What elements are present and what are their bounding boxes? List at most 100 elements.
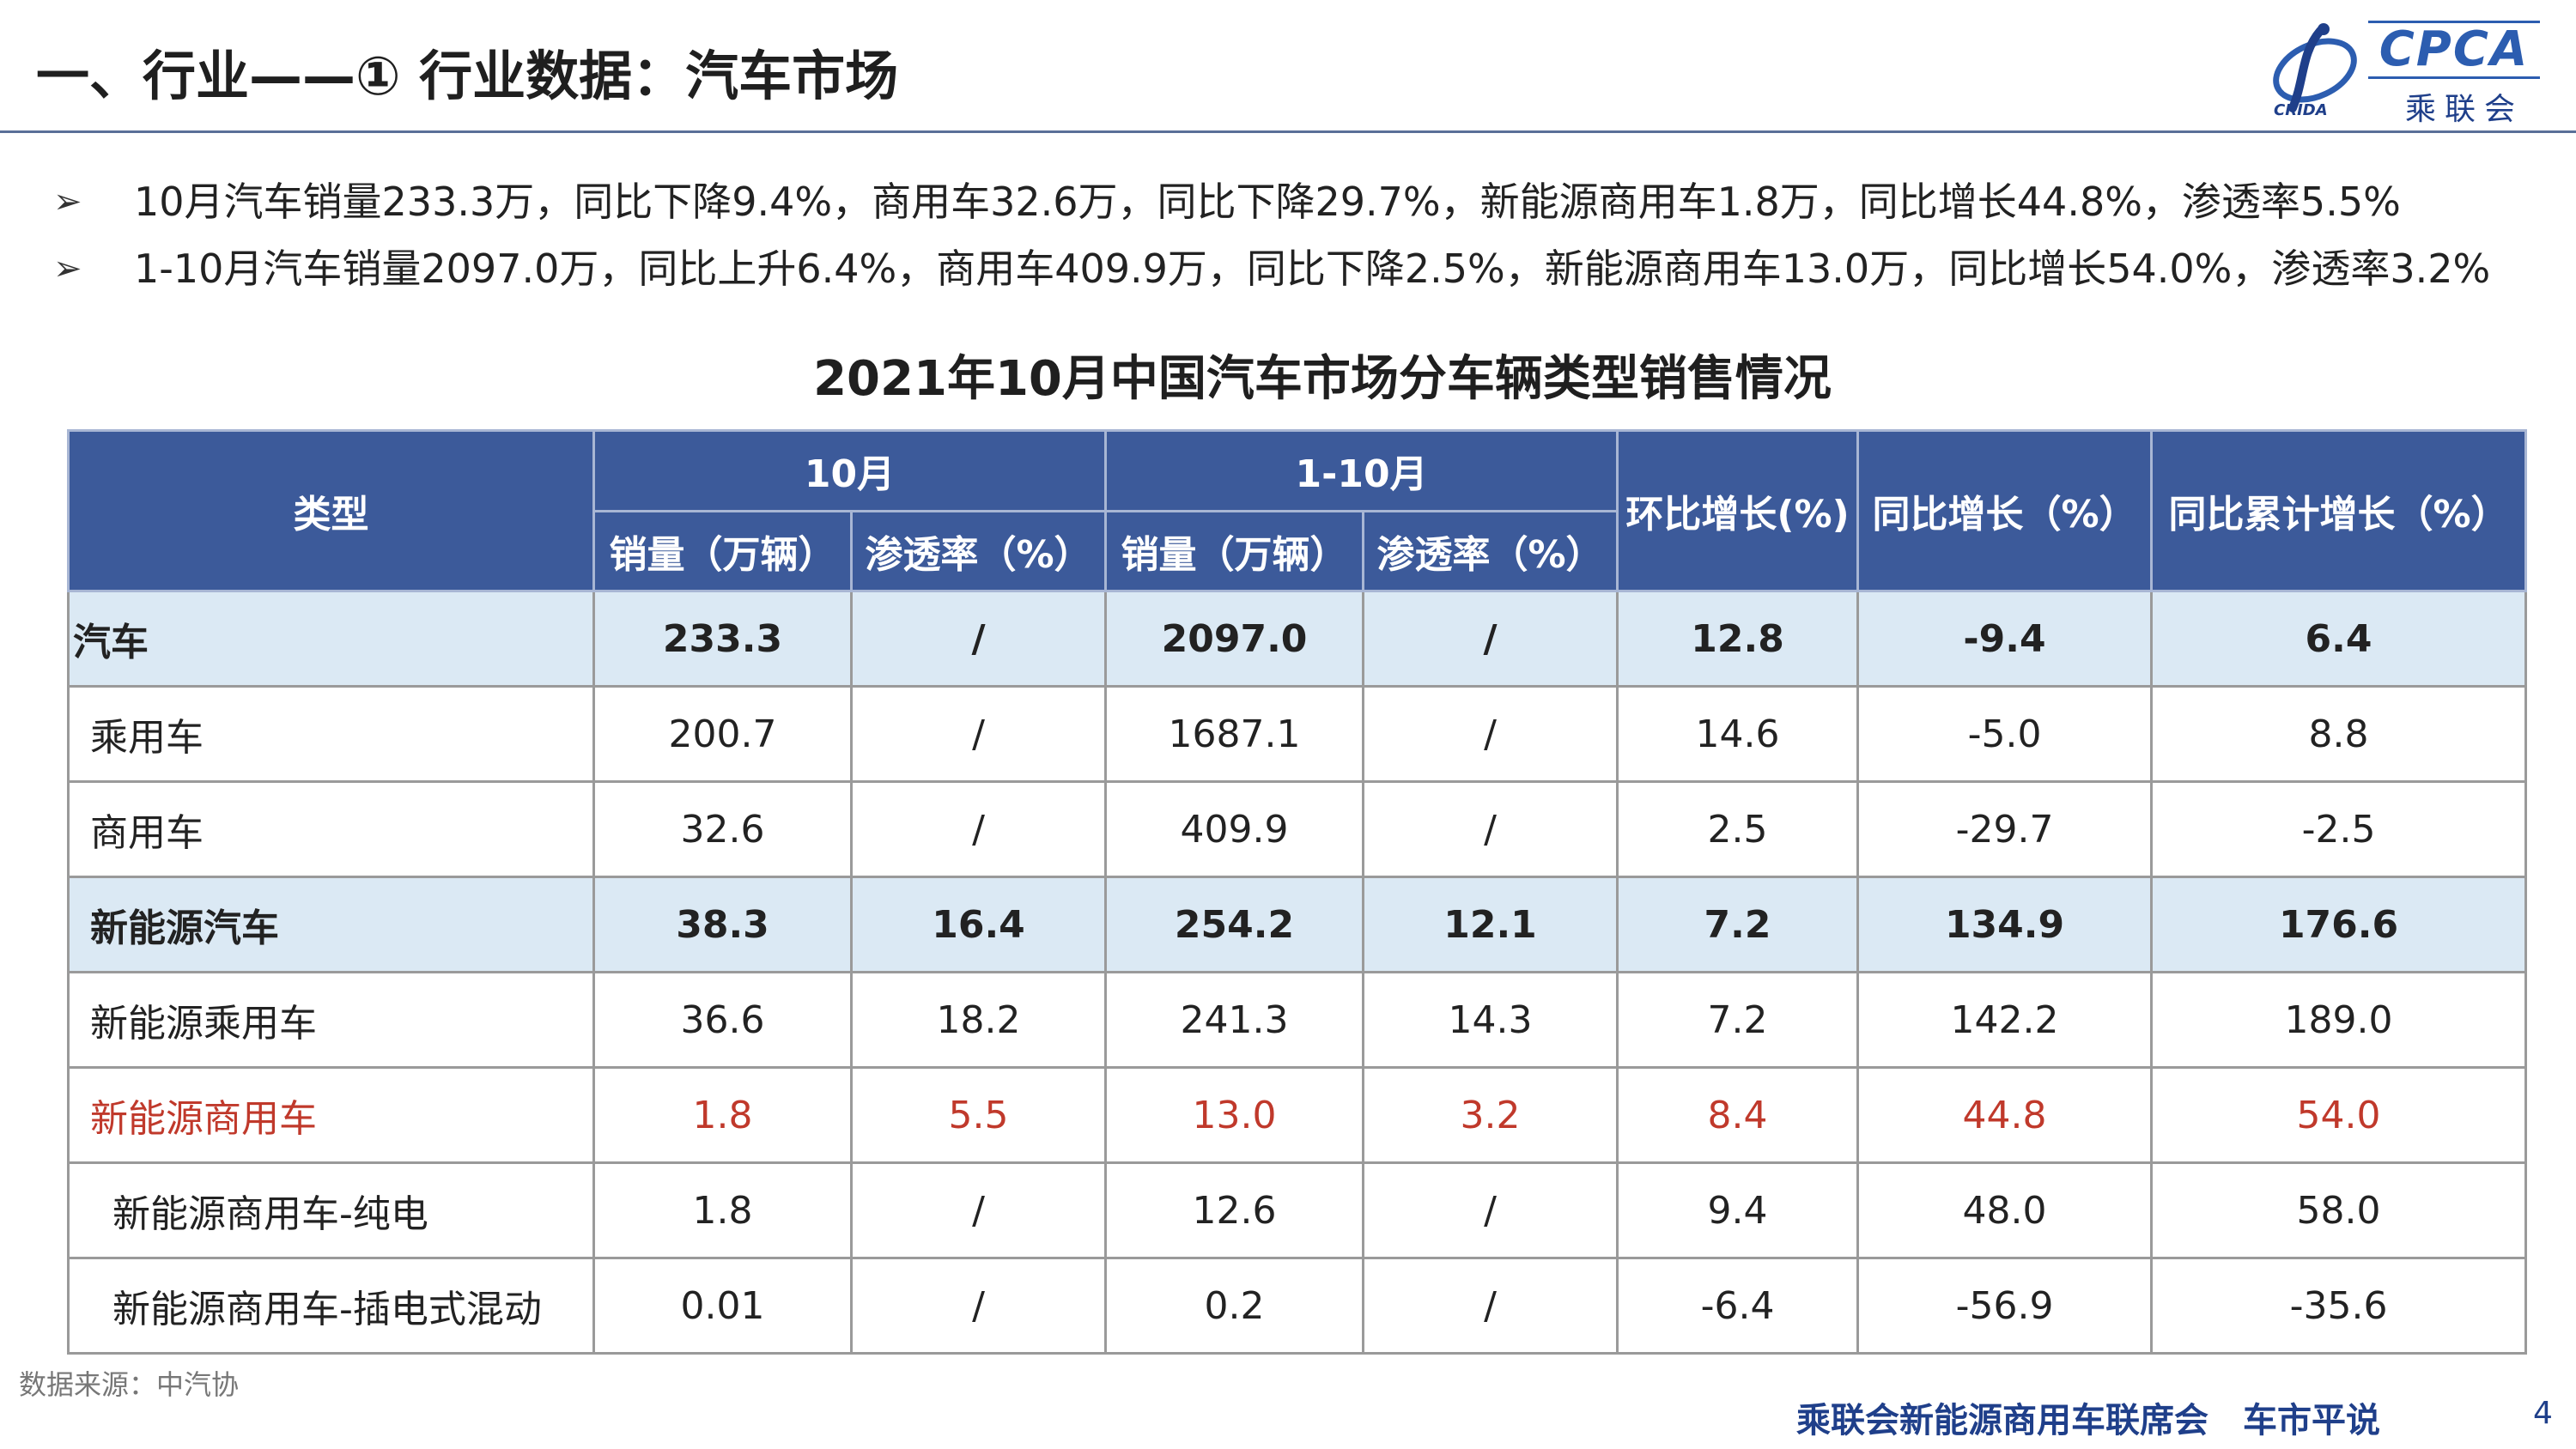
cell-oct-penetration: /: [849, 590, 1108, 688]
header-oct: 10月: [592, 429, 1108, 512]
row-name: 新能源商用车: [67, 1066, 595, 1164]
table-row: 新能源商用车-纯电 1.8 / 12.6 / 9.4 48.0 58.0: [67, 1161, 2528, 1259]
header-jan-oct: 1-10月: [1104, 429, 1619, 512]
cell-ytd-penetration: /: [1362, 685, 1619, 783]
row-name: 新能源商用车-插电式混动: [67, 1257, 595, 1355]
cell-ytd-sales: 2097.0: [1104, 590, 1365, 688]
arrow-bullet-icon: ➢: [53, 249, 82, 288]
table-row: 汽车 233.3 / 2097.0 / 12.8 -9.4 6.4: [67, 590, 2528, 688]
cell-ytd-penetration: /: [1362, 590, 1619, 688]
cpca-logo-text: CPCA: [2368, 21, 2540, 79]
bullet-list: ➢ 10月汽车销量233.3万，同比下降9.4%，商用车32.6万，同比下降29…: [53, 168, 2526, 302]
table-row: 新能源商用车-插电式混动 0.01 / 0.2 / -6.4 -56.9 -35…: [67, 1257, 2528, 1355]
table-title: 2021年10月中国汽车市场分车辆类型销售情况: [813, 351, 1832, 407]
footer-brand: 乘联会新能源商用车联席会 车市平说: [1796, 1401, 2380, 1440]
crida-label: CRIDA: [2274, 101, 2328, 119]
cell-oct-penetration: 5.5: [849, 1066, 1108, 1164]
header-type: 类型: [67, 429, 595, 592]
header-ytd-penetration: 渗透率（%）: [1362, 509, 1619, 592]
header-yoy: 同比增长（%）: [1856, 429, 2154, 592]
cell-oct-sales: 1.8: [592, 1066, 853, 1164]
cpca-emblem-icon: [2273, 23, 2357, 112]
cell-ytd-sales: 12.6: [1104, 1161, 1365, 1259]
cpca-logo: CRIDA CPCA 乘联会: [2267, 15, 2550, 127]
table-row: 商用车 32.6 / 409.9 / 2.5 -29.7 -2.5: [67, 780, 2528, 878]
title-divider: [0, 130, 2576, 133]
sales-table: 类型 10月 1-10月 环比增长(%) 同比增长（%） 同比累计增长（%） 销…: [67, 429, 2528, 1355]
cell-ytd-sales: 13.0: [1104, 1066, 1365, 1164]
cell-ytd-penetration: 3.2: [1362, 1066, 1619, 1164]
cell-yoy: -9.4: [1856, 590, 2154, 688]
cell-yoy: -29.7: [1856, 780, 2154, 878]
cell-yoy: 142.2: [1856, 971, 2154, 1069]
bullet-text: 10月汽车销量233.3万，同比下降9.4%，商用车32.6万，同比下降29.7…: [134, 179, 2401, 225]
cell-ytd-penetration: /: [1362, 1257, 1619, 1355]
cell-oct-sales: 32.6: [592, 780, 853, 878]
row-name: 新能源乘用车: [67, 971, 595, 1069]
table-row: 新能源乘用车 36.6 18.2 241.3 14.3 7.2 142.2 18…: [67, 971, 2528, 1069]
cell-ytd-sales: 409.9: [1104, 780, 1365, 878]
cell-ytd-yoy: 6.4: [2150, 590, 2528, 688]
cell-ytd-yoy: 58.0: [2150, 1161, 2528, 1259]
table-row: 新能源汽车 38.3 16.4 254.2 12.1 7.2 134.9 176…: [67, 876, 2528, 973]
cell-yoy: -56.9: [1856, 1257, 2154, 1355]
cell-yoy: -5.0: [1856, 685, 2154, 783]
cell-mom: -6.4: [1616, 1257, 1860, 1355]
page-title: 一、行业——① 行业数据：汽车市场: [36, 45, 899, 107]
cell-oct-sales: 0.01: [592, 1257, 853, 1355]
row-name: 乘用车: [67, 685, 595, 783]
bullet-text: 1-10月汽车销量2097.0万，同比上升6.4%，商用车409.9万，同比下降…: [134, 246, 2491, 292]
cell-oct-sales: 200.7: [592, 685, 853, 783]
cell-mom: 7.2: [1616, 971, 1860, 1069]
header-ytd-sales: 销量（万辆）: [1104, 509, 1365, 592]
cell-ytd-penetration: /: [1362, 1161, 1619, 1259]
cell-oct-penetration: /: [849, 780, 1108, 878]
cell-oct-penetration: /: [849, 1161, 1108, 1259]
cell-ytd-yoy: 8.8: [2150, 685, 2528, 783]
header-oct-sales: 销量（万辆）: [592, 509, 853, 592]
header-row-sub: 销量（万辆） 渗透率（%） 销量（万辆） 渗透率（%）: [69, 509, 2526, 592]
cell-yoy: 48.0: [1856, 1161, 2154, 1259]
header-ytd-yoy: 同比累计增长（%）: [2150, 429, 2528, 592]
cell-mom: 2.5: [1616, 780, 1860, 878]
cpca-logo-cn: 乘联会: [2404, 92, 2524, 127]
row-name: 新能源汽车: [67, 876, 595, 973]
cell-oct-sales: 38.3: [592, 876, 853, 973]
row-name: 新能源商用车-纯电: [67, 1161, 595, 1259]
cell-mom: 9.4: [1616, 1161, 1860, 1259]
cell-ytd-yoy: 189.0: [2150, 971, 2528, 1069]
cell-oct-penetration: /: [849, 1257, 1108, 1355]
bullet-item: ➢ 1-10月汽车销量2097.0万，同比上升6.4%，商用车409.9万，同比…: [53, 235, 2526, 302]
cell-oct-sales: 233.3: [592, 590, 853, 688]
bullet-item: ➢ 10月汽车销量233.3万，同比下降9.4%，商用车32.6万，同比下降29…: [53, 168, 2526, 235]
cell-oct-sales: 36.6: [592, 971, 853, 1069]
table-row: 新能源商用车 1.8 5.5 13.0 3.2 8.4 44.8 54.0: [67, 1066, 2528, 1164]
cell-mom: 8.4: [1616, 1066, 1860, 1164]
cell-mom: 14.6: [1616, 685, 1860, 783]
cell-ytd-sales: 0.2: [1104, 1257, 1365, 1355]
cell-ytd-yoy: 176.6: [2150, 876, 2528, 973]
data-source-note: 数据来源：中汽协: [19, 1368, 240, 1401]
header-row-top: 类型 10月 1-10月 环比增长(%) 同比增长（%） 同比累计增长（%）: [67, 429, 2528, 592]
row-name: 汽车: [67, 590, 595, 688]
cell-oct-penetration: 18.2: [849, 971, 1108, 1069]
table-row: 乘用车 200.7 / 1687.1 / 14.6 -5.0 8.8: [67, 685, 2528, 783]
cell-oct-penetration: 16.4: [849, 876, 1108, 973]
cell-ytd-penetration: 14.3: [1362, 971, 1619, 1069]
cell-ytd-sales: 254.2: [1104, 876, 1365, 973]
cell-ytd-penetration: 12.1: [1362, 876, 1619, 973]
header-mom: 环比增长(%): [1616, 429, 1860, 592]
cell-ytd-penetration: /: [1362, 780, 1619, 878]
cell-yoy: 134.9: [1856, 876, 2154, 973]
row-name: 商用车: [67, 780, 595, 878]
cell-mom: 12.8: [1616, 590, 1860, 688]
cell-oct-penetration: /: [849, 685, 1108, 783]
cell-ytd-yoy: -35.6: [2150, 1257, 2528, 1355]
cell-ytd-yoy: 54.0: [2150, 1066, 2528, 1164]
cell-ytd-yoy: -2.5: [2150, 780, 2528, 878]
arrow-bullet-icon: ➢: [53, 182, 82, 221]
cell-ytd-sales: 1687.1: [1104, 685, 1365, 783]
cell-mom: 7.2: [1616, 876, 1860, 973]
cell-ytd-sales: 241.3: [1104, 971, 1365, 1069]
cell-oct-sales: 1.8: [592, 1161, 853, 1259]
